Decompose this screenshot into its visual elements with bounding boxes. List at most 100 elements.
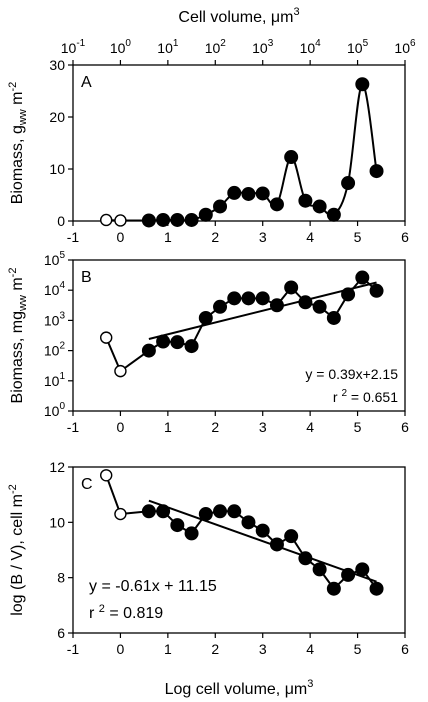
data-point xyxy=(355,562,370,577)
plot-frame xyxy=(72,64,406,222)
top-tick-label: 100 xyxy=(110,38,132,56)
data-point xyxy=(227,291,242,306)
data-point xyxy=(170,212,185,227)
data-point xyxy=(141,504,156,519)
data-point xyxy=(369,581,384,596)
data-point xyxy=(198,507,213,522)
x-tick-label: 3 xyxy=(259,641,267,657)
data-point xyxy=(341,567,356,582)
x-tick-label: 5 xyxy=(354,641,362,657)
data-point xyxy=(255,523,270,538)
top-axis-title: Cell volume, μm3 xyxy=(178,6,299,26)
y-tick-label: 6 xyxy=(57,625,65,641)
x-tick-label: 0 xyxy=(117,641,125,657)
x-tick-label: 6 xyxy=(401,641,409,657)
data-point xyxy=(326,310,341,325)
r-squared: r 2 = 0.651 xyxy=(333,388,398,405)
data-point xyxy=(284,529,299,544)
data-point xyxy=(213,504,228,519)
data-point xyxy=(198,207,213,222)
data-point xyxy=(184,339,199,354)
x-tick-label: 0 xyxy=(117,229,125,245)
x-tick-label: 2 xyxy=(211,641,219,657)
x-tick-label: -1 xyxy=(67,419,80,435)
top-tick-label: 104 xyxy=(300,38,322,56)
data-point xyxy=(227,504,242,519)
x-tick-label: 6 xyxy=(401,229,409,245)
data-point xyxy=(341,287,356,302)
data-point xyxy=(213,199,228,214)
y-tick-label: 30 xyxy=(49,57,65,73)
x-tick-label: 1 xyxy=(164,419,172,435)
y-tick-label: 10 xyxy=(49,514,65,530)
data-point xyxy=(156,334,171,349)
y-tick-label: 101 xyxy=(44,371,66,389)
data-point xyxy=(156,212,171,227)
data-point xyxy=(341,176,356,191)
data-point xyxy=(369,164,384,179)
data-point xyxy=(284,280,299,295)
x-tick-label: 2 xyxy=(211,419,219,435)
x-tick-label: 3 xyxy=(259,419,267,435)
data-point xyxy=(170,518,185,533)
x-tick-label: 4 xyxy=(306,641,314,657)
x-axis-title: Log cell volume, μm3 xyxy=(165,678,314,698)
x-tick-label: -1 xyxy=(67,641,80,657)
data-point xyxy=(198,310,213,325)
data-point xyxy=(369,283,384,298)
x-tick-label: 1 xyxy=(164,641,172,657)
panel-label: A xyxy=(81,74,92,91)
y-tick-label: 105 xyxy=(44,250,66,268)
x-tick-label: 3 xyxy=(259,229,267,245)
panel-B: -1 0 1 2 3 4 5 6 100 101 102 103 104 105 Biomass, mgww… xyxy=(7,250,409,435)
x-tick-label: 5 xyxy=(354,419,362,435)
data-point xyxy=(227,185,242,200)
data-point xyxy=(326,581,341,596)
x-tick-label: 2 xyxy=(211,229,219,245)
x-tick-label: -1 xyxy=(67,229,80,245)
data-point xyxy=(141,213,156,228)
data-point xyxy=(326,207,341,222)
y-tick-label: 0 xyxy=(57,213,65,229)
open-point xyxy=(114,507,127,521)
data-point xyxy=(213,299,228,314)
data-point xyxy=(269,197,284,212)
x-tick-label: 1 xyxy=(164,229,172,245)
data-point xyxy=(298,193,313,208)
y-axis-title: Biomass, mgww m-2 xyxy=(7,268,29,404)
data-point xyxy=(241,291,256,306)
plot-frame xyxy=(72,466,406,634)
open-point xyxy=(114,364,127,378)
data-point xyxy=(312,199,327,214)
r-squared: r 2 = 0.819 xyxy=(89,603,163,622)
data-point xyxy=(298,295,313,310)
data-point xyxy=(241,515,256,530)
fit-equation: y = 0.39x+2.15 xyxy=(305,366,398,382)
panel-label: C xyxy=(81,476,93,493)
plot-frame xyxy=(72,259,406,412)
top-tick-label: 101 xyxy=(157,38,179,56)
data-point xyxy=(355,270,370,285)
y-tick-label: 8 xyxy=(57,570,65,586)
data-point xyxy=(255,291,270,306)
y-axis-title: log (B / V), cell m-2 xyxy=(7,484,26,616)
x-tick-label: 5 xyxy=(354,229,362,245)
open-point xyxy=(114,214,127,227)
y-tick-label: 20 xyxy=(49,109,65,125)
top-tick-label: 102 xyxy=(205,38,227,56)
data-point xyxy=(184,526,199,541)
regression-line xyxy=(148,281,377,340)
data-point xyxy=(284,150,299,165)
regression-line xyxy=(148,499,377,583)
x-tick-label: 4 xyxy=(306,229,314,245)
data-point xyxy=(184,212,199,227)
data-point xyxy=(312,299,327,314)
data-point xyxy=(269,537,284,552)
open-point xyxy=(99,331,113,344)
data-point xyxy=(170,335,185,350)
x-tick-label: 0 xyxy=(117,419,125,435)
open-point xyxy=(99,469,113,482)
top-tick-label: 105 xyxy=(347,38,369,56)
